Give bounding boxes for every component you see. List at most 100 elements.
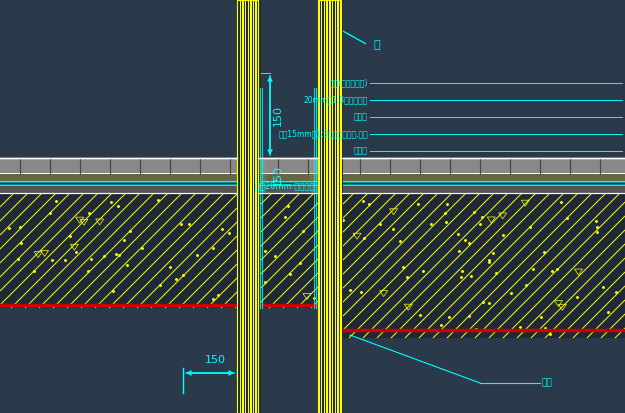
Point	[338, 216, 348, 223]
Polygon shape	[331, 0, 332, 413]
Point	[178, 272, 188, 278]
Bar	[0, 185, 237, 193]
Point	[415, 311, 425, 318]
Point	[603, 309, 613, 315]
Point	[14, 223, 24, 230]
Point	[224, 230, 234, 237]
Text: 150: 150	[273, 165, 283, 186]
Point	[591, 218, 601, 224]
Polygon shape	[248, 0, 249, 413]
Point	[457, 267, 467, 274]
Point	[4, 224, 14, 231]
Polygon shape	[321, 0, 322, 413]
Point	[51, 197, 61, 204]
Point	[108, 287, 118, 294]
Bar	[258, 185, 318, 193]
Point	[102, 301, 112, 308]
Point	[521, 282, 531, 289]
Point	[60, 257, 70, 263]
Text: 结构层: 结构层	[354, 147, 368, 156]
Point	[539, 248, 549, 255]
Polygon shape	[325, 0, 326, 413]
Bar	[0, 158, 237, 173]
Point	[592, 228, 602, 235]
Point	[562, 215, 572, 221]
Text: 基础: 基础	[542, 378, 552, 387]
Point	[99, 252, 109, 259]
Bar	[318, 0, 340, 413]
Point	[176, 221, 186, 228]
Point	[359, 235, 369, 242]
Polygon shape	[241, 0, 242, 413]
Point	[388, 226, 398, 233]
Point	[488, 249, 498, 256]
Point	[436, 322, 446, 329]
Point	[498, 232, 508, 239]
Point	[358, 197, 368, 204]
Polygon shape	[257, 0, 258, 413]
Point	[444, 313, 454, 320]
Point	[440, 210, 450, 216]
Polygon shape	[319, 0, 321, 413]
Point	[592, 224, 602, 230]
Point	[119, 237, 129, 244]
Point	[46, 209, 56, 216]
Point	[84, 210, 94, 216]
Point	[598, 284, 608, 291]
Point	[402, 274, 412, 280]
Polygon shape	[334, 0, 336, 413]
Bar	[340, 158, 625, 173]
Point	[137, 244, 147, 251]
Point	[545, 331, 555, 337]
Bar	[258, 173, 318, 181]
Polygon shape	[258, 0, 259, 413]
Point	[217, 226, 227, 233]
Bar	[0, 181, 237, 185]
Polygon shape	[332, 0, 333, 413]
Point	[82, 268, 92, 275]
Point	[540, 324, 550, 331]
Point	[484, 256, 494, 263]
Polygon shape	[252, 0, 253, 413]
Text: 厚制15mm厚1:3水泥抖抹平层,找坑: 厚制15mm厚1:3水泥抖抹平层,找坑	[278, 130, 368, 138]
Point	[208, 296, 218, 302]
Polygon shape	[245, 0, 246, 413]
Point	[441, 219, 451, 225]
Point	[375, 221, 385, 228]
Point	[111, 250, 121, 257]
Point	[29, 268, 39, 275]
Polygon shape	[253, 0, 254, 413]
Polygon shape	[242, 0, 244, 413]
Point	[515, 324, 525, 330]
Polygon shape	[246, 0, 248, 413]
Point	[464, 240, 474, 247]
Point	[152, 197, 162, 203]
Text: 150: 150	[204, 355, 226, 365]
Polygon shape	[333, 0, 334, 413]
Point	[426, 221, 436, 228]
Bar	[237, 0, 258, 413]
Point	[356, 289, 366, 295]
Point	[471, 326, 481, 332]
Polygon shape	[326, 0, 328, 413]
Bar	[258, 181, 318, 185]
Point	[536, 314, 546, 320]
Polygon shape	[339, 0, 340, 413]
Polygon shape	[237, 0, 239, 413]
Bar	[258, 193, 318, 308]
Point	[271, 252, 281, 259]
Point	[552, 266, 562, 272]
Polygon shape	[250, 0, 252, 413]
Point	[395, 238, 405, 244]
Point	[611, 289, 621, 295]
Polygon shape	[341, 0, 342, 413]
Point	[106, 199, 116, 205]
Point	[484, 300, 494, 306]
Polygon shape	[338, 0, 339, 413]
Point	[572, 293, 582, 300]
Point	[64, 233, 74, 239]
Point	[279, 214, 289, 221]
Point	[114, 203, 124, 209]
Point	[16, 239, 26, 246]
Point	[48, 256, 58, 263]
